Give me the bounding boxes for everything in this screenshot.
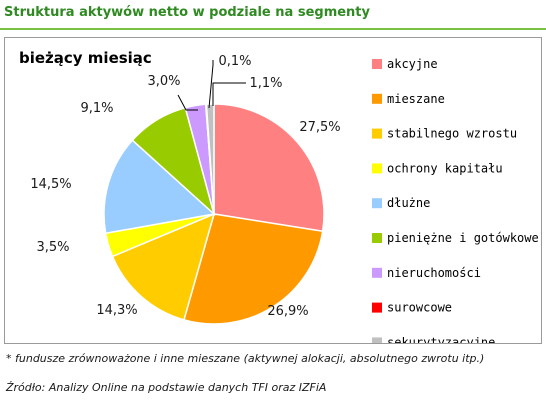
legend-label-stabilnego-wzrostu: stabilnego wzrostu xyxy=(387,127,517,141)
leader-line-nieruchomosci xyxy=(177,94,198,111)
header-title: Struktura aktywów netto w podziale na se… xyxy=(4,5,370,20)
legend-swatch-akcyjne xyxy=(372,59,382,69)
legend-swatch-mieszane xyxy=(372,93,382,104)
legend-swatch-nieruchomosci xyxy=(372,267,382,278)
pie-slice-dluzne xyxy=(103,139,216,235)
pct-label-dluzne: 14,5% xyxy=(30,177,71,192)
legend-label-surowcowe: surowcowe xyxy=(387,301,452,315)
pct-label-akcyjne: 27,5% xyxy=(299,120,340,135)
legend-label-ochrony-kapitalu: ochrony kapitału xyxy=(387,161,503,175)
pie-slice-stabilnego-wzrostu xyxy=(111,212,216,321)
legend-swatch-ochrony-kapitalu xyxy=(372,163,382,174)
chart-box: bieżący miesiąc 27,5% 26,9% 14,3% 3,5% 14,5%… xyxy=(4,37,542,344)
legend-label-pieniezne-i-gotowkowe: pieniężne i gotówkowe xyxy=(387,231,539,245)
pie-slice-akcyjne xyxy=(213,103,325,233)
leader-lines xyxy=(177,60,246,111)
pct-label-nieruchomosci: 3,0% xyxy=(147,74,180,89)
pie-chart: bieżący miesiąc 27,5% 26,9% 14,3% 3,5% 14,5%… xyxy=(19,49,539,343)
legend-label-dluzne: dłużne xyxy=(387,196,430,210)
header-rule xyxy=(0,28,546,30)
legend: akcyjne mieszane stabilnego wzrostu ochrony… xyxy=(372,57,539,343)
legend-label-nieruchomosci: nieruchomości xyxy=(387,266,481,280)
chart-title: bieżący miesiąc xyxy=(19,49,152,67)
legend-swatch-dluzne xyxy=(372,198,382,209)
pct-label-surowcowe: 0,1% xyxy=(218,54,251,69)
legend-label-akcyjne: akcyjne xyxy=(387,57,438,71)
pct-label-stabilnego-wzrostu: 14,3% xyxy=(96,303,137,318)
pct-label-pieniezne-i-gotowkowe: 9,1% xyxy=(80,101,113,116)
pct-label-sekurytyzacyjne: 1,1% xyxy=(249,76,282,91)
pie-slices xyxy=(103,103,325,325)
pct-label-mieszane: 26,9% xyxy=(267,304,308,319)
legend-swatch-stabilnego-wzrostu xyxy=(372,128,382,139)
legend-swatch-sekurytyzacyjne xyxy=(372,337,382,343)
legend-label-mieszane: mieszane xyxy=(387,92,445,106)
legend-swatch-pieniezne-i-gotowkowe xyxy=(372,233,382,243)
pie-slice-mieszane xyxy=(183,213,324,325)
footnote: * fundusze zrównoważone i inne mieszane … xyxy=(6,352,485,365)
legend-swatch-surowcowe xyxy=(372,302,382,313)
pct-label-ochrony-kapitalu: 3,5% xyxy=(36,240,69,255)
leader-line-surowcowe xyxy=(208,60,214,109)
percentage-labels: 27,5% 26,9% 14,3% 3,5% 14,5% 9,1% 3,0% 0,1% 1,1% xyxy=(30,54,340,319)
leader-line-sekurytyzacyjne xyxy=(212,82,246,106)
pie-slice-sekurytyzacyjne xyxy=(205,103,215,215)
legend-label-sekurytyzacyjne: sekurytyzacyjne xyxy=(387,335,495,343)
header: Struktura aktywów netto w podziale na se… xyxy=(0,0,546,32)
source-note: Źródło: Analizy Online na podstawie dany… xyxy=(6,381,327,394)
